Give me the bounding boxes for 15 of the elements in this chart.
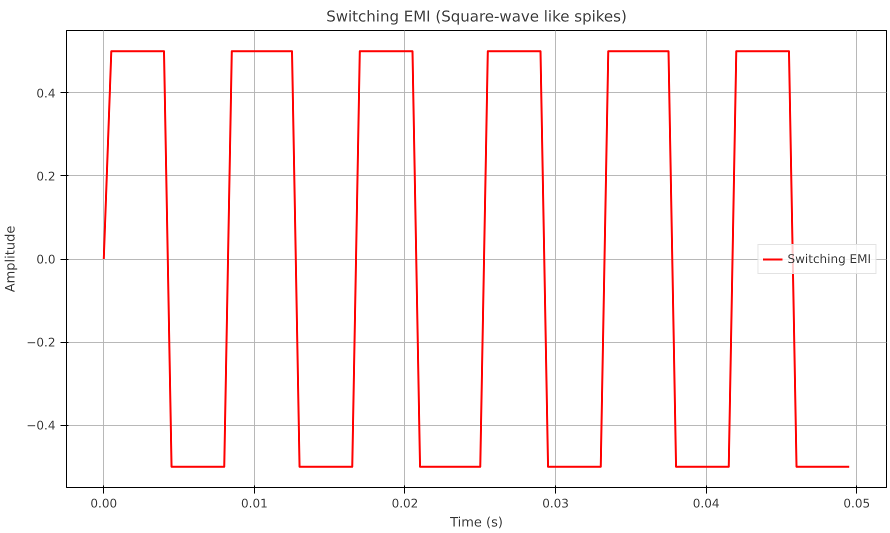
y-tick-label: −0.2 bbox=[26, 336, 56, 350]
x-tick-label: 0.01 bbox=[241, 496, 268, 510]
x-tick-label: 0.05 bbox=[843, 496, 870, 510]
x-tick-label: 0.00 bbox=[90, 496, 118, 510]
x-tick-label: 0.04 bbox=[692, 496, 720, 510]
y-tick-label: 0.4 bbox=[36, 86, 56, 100]
x-tick-label: 0.03 bbox=[542, 496, 569, 510]
x-axis-title: Time (s) bbox=[449, 516, 503, 530]
chart-title: Switching EMI (Square-wave like spikes) bbox=[326, 8, 627, 26]
y-tick-label: 0.0 bbox=[36, 252, 56, 266]
y-axis-title: Amplitude bbox=[3, 226, 18, 292]
x-tick-label: 0.02 bbox=[392, 496, 418, 510]
legend-label: Switching EMI bbox=[787, 252, 871, 266]
y-tick-label: −0.4 bbox=[26, 418, 56, 433]
y-tick-label: 0.2 bbox=[36, 169, 56, 184]
